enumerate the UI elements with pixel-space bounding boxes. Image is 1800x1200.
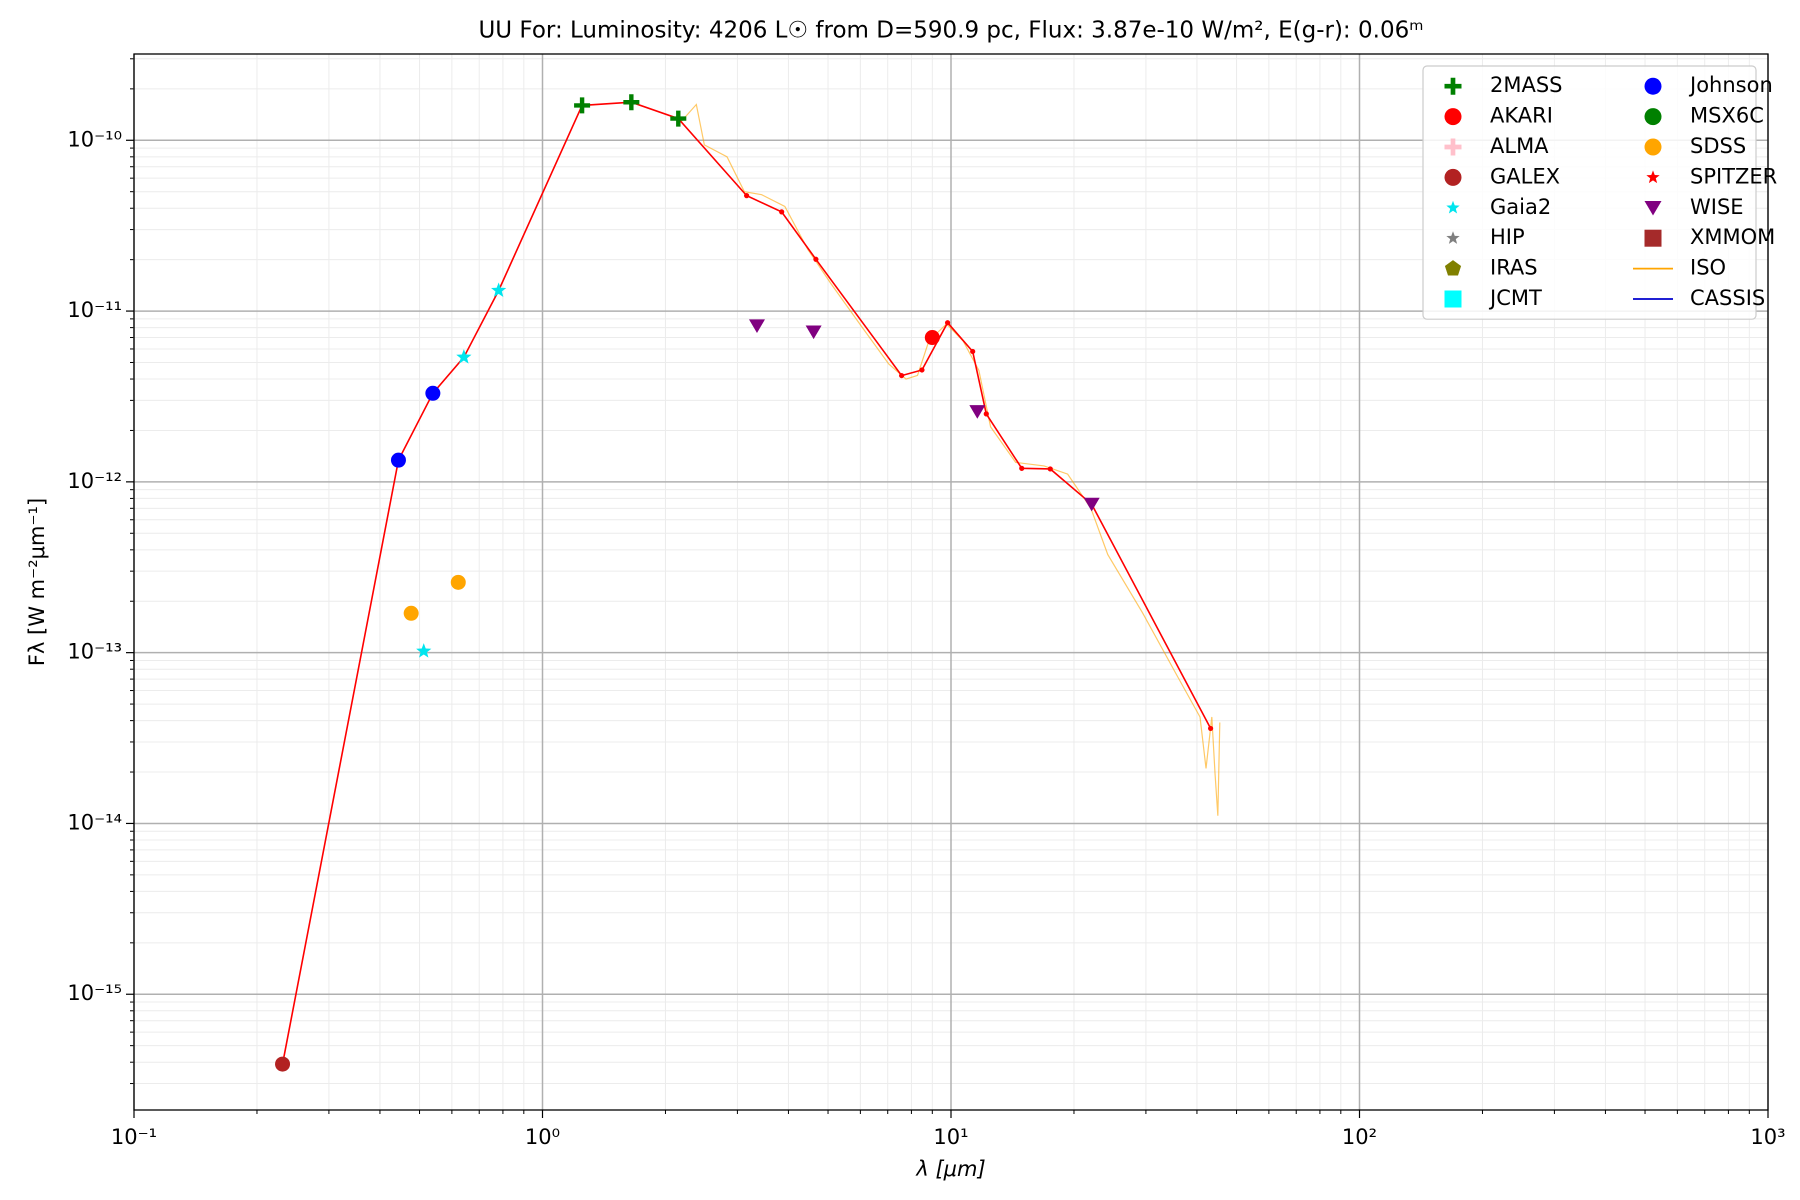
axes-frame [133,53,1769,1111]
point [425,385,441,401]
legend-marker [1644,229,1662,247]
point [1047,466,1053,472]
legend-label: SDSS [1690,134,1746,158]
legend-marker [1444,260,1462,276]
chart-title: UU For: Luminosity: 4206 L☉ from D=590.9… [478,18,1423,44]
point [748,319,765,333]
legend-marker [1444,290,1462,308]
point [969,405,986,419]
legend-label: ALMA [1490,134,1549,158]
legend-label: XMMOM [1690,225,1775,249]
point [275,1056,291,1072]
legend-marker [1644,77,1662,95]
point [1207,725,1214,732]
point [970,348,976,355]
point [670,110,687,127]
legend-marker [1444,168,1462,186]
point [456,349,472,364]
point [491,282,507,297]
point [919,367,925,373]
legend: 2MASS AKARI ALMA GALEX Gaia2 HIP IRAS JCMT Johns… [1422,65,1777,320]
legend-label: AKARI [1490,104,1553,128]
legend-label: CASSIS [1690,286,1765,310]
legend-label: SPITZER [1690,164,1777,188]
point [813,256,819,262]
legend-label: GALEX [1490,164,1560,188]
legend-label: MSX6C [1690,104,1764,128]
point [574,97,591,114]
x-tick-label: 10¹ [933,1125,968,1149]
legend-label: HIP [1490,225,1525,249]
x-tick-label: 10⁰ [525,1125,560,1149]
point [983,411,989,417]
x-tick-label: 10³ [1750,1125,1785,1149]
point [416,643,432,658]
legend-marker [1644,138,1662,156]
legend-label: 2MASS [1490,73,1563,97]
legend-marker [1644,108,1662,126]
point [450,574,466,590]
x-tick-label: 10² [1342,1125,1377,1149]
legend-marker [1444,77,1462,95]
legend-box [1422,65,1757,320]
series-layer [275,94,1221,1072]
legend-marker [1444,108,1462,126]
point [779,209,785,215]
legend-marker [1644,201,1662,216]
legend-label: Johnson [1688,73,1773,97]
legend-marker [1444,138,1462,156]
point [403,605,419,621]
point [623,94,640,111]
legend-label: WISE [1690,195,1744,219]
y-tick-label: 10⁻¹¹ [67,298,122,322]
point [744,193,750,199]
point [924,330,940,346]
legend-label: Gaia2 [1490,195,1551,219]
y-tick-label: 10⁻¹² [67,469,122,493]
y-tick-label: 10⁻¹⁰ [67,127,122,151]
point [899,372,905,379]
point [805,325,822,340]
y-tick-label: 10⁻¹⁵ [67,981,122,1005]
y-axis-label: Fλ [W m⁻²μm⁻¹] [25,498,49,666]
legend-marker [1446,231,1460,244]
y-tick-label: 10⁻¹⁴ [67,810,122,834]
x-axis-label: λ [μm] [915,1157,985,1181]
legend-marker [1646,170,1660,184]
legend-label: IRAS [1490,256,1538,280]
x-tick-label: 10⁻¹ [111,1125,157,1149]
point [390,452,406,468]
point [1019,465,1025,471]
model-line [281,101,1212,1065]
point [1083,497,1100,512]
legend-marker [1446,200,1460,214]
legend-label: JCMT [1488,286,1542,310]
y-tick-label: 10⁻¹³ [67,640,122,664]
legend-label: ISO [1690,256,1726,280]
point [944,320,951,326]
